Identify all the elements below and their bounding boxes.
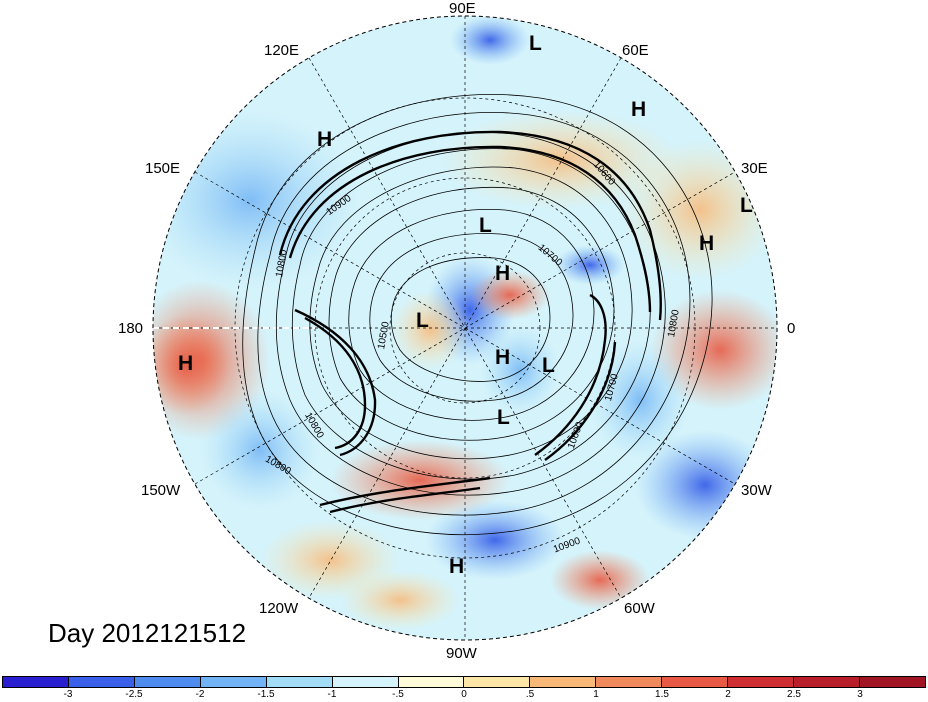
lon-label-150e: 150E <box>145 160 181 177</box>
colorbar <box>2 676 926 688</box>
colorbar-tick-label: 0 <box>461 689 467 700</box>
colorbar-tick-label: .5 <box>525 689 535 700</box>
date-label: Day 2012121512 <box>48 618 247 648</box>
low-marker: L <box>542 354 555 377</box>
colorbar-segment <box>3 677 69 687</box>
colorbar-tick-label: -3 <box>63 689 73 700</box>
low-marker: L <box>529 32 542 55</box>
colorbar-segment <box>859 677 925 687</box>
lon-label-30w: 30W <box>741 482 772 499</box>
lon-label-120e: 120E <box>264 42 300 59</box>
colorbar-segment <box>134 677 201 687</box>
colorbar-segment <box>68 677 135 687</box>
map-boundary <box>152 15 778 641</box>
colorbar-segment <box>794 677 860 687</box>
colorbar-segment <box>200 677 267 687</box>
low-marker: L <box>740 194 753 217</box>
lon-label-120w: 120W <box>259 600 299 617</box>
colorbar-segment <box>464 677 531 687</box>
lon-label-90w: 90W <box>446 645 477 662</box>
high-marker: H <box>449 555 465 578</box>
jet-contours <box>278 130 662 514</box>
lon-label-150w: 150W <box>141 482 181 499</box>
colorbar-segment <box>728 677 795 687</box>
low-marker: L <box>416 309 429 332</box>
lon-label-180: 180 <box>118 320 144 337</box>
low-marker: L <box>497 406 510 429</box>
high-marker: H <box>317 128 333 151</box>
colorbar-segment <box>266 677 333 687</box>
colorbar-tick-label: -1.5 <box>257 689 275 700</box>
colorbar-segment <box>662 677 729 687</box>
lon-label-30e: 30E <box>741 160 768 177</box>
height-contours <box>242 94 713 536</box>
colorbar-tick-label: 2 <box>725 689 731 700</box>
colorbar-tick-label: 3 <box>857 689 863 700</box>
colorbar-segment <box>596 677 663 687</box>
colorbar-tick-label: -.5 <box>392 689 404 700</box>
colorbar-tick-label: -2.5 <box>125 689 143 700</box>
high-marker: H <box>699 232 715 255</box>
high-marker: H <box>495 262 511 285</box>
high-marker: H <box>631 98 647 121</box>
colorbar-tick-label: -1 <box>327 689 337 700</box>
lon-label-60w: 60W <box>624 600 655 617</box>
colorbar-tick-label: 1 <box>593 689 599 700</box>
high-marker: H <box>495 346 511 369</box>
colorbar-tick-label: 1.5 <box>655 689 669 700</box>
high-marker: H <box>178 352 194 375</box>
colorbar-segment <box>530 677 597 687</box>
colorbar-segment <box>332 677 399 687</box>
low-marker: L <box>479 214 492 237</box>
colorbar-tick-label: 2.5 <box>787 689 801 700</box>
lon-label-60e: 60E <box>622 42 649 59</box>
lon-label-0: 0 <box>787 320 796 337</box>
colorbar-tick-label: -2 <box>195 689 205 700</box>
colorbar-segment <box>398 677 465 687</box>
lon-label-90e: 90E <box>449 0 476 17</box>
